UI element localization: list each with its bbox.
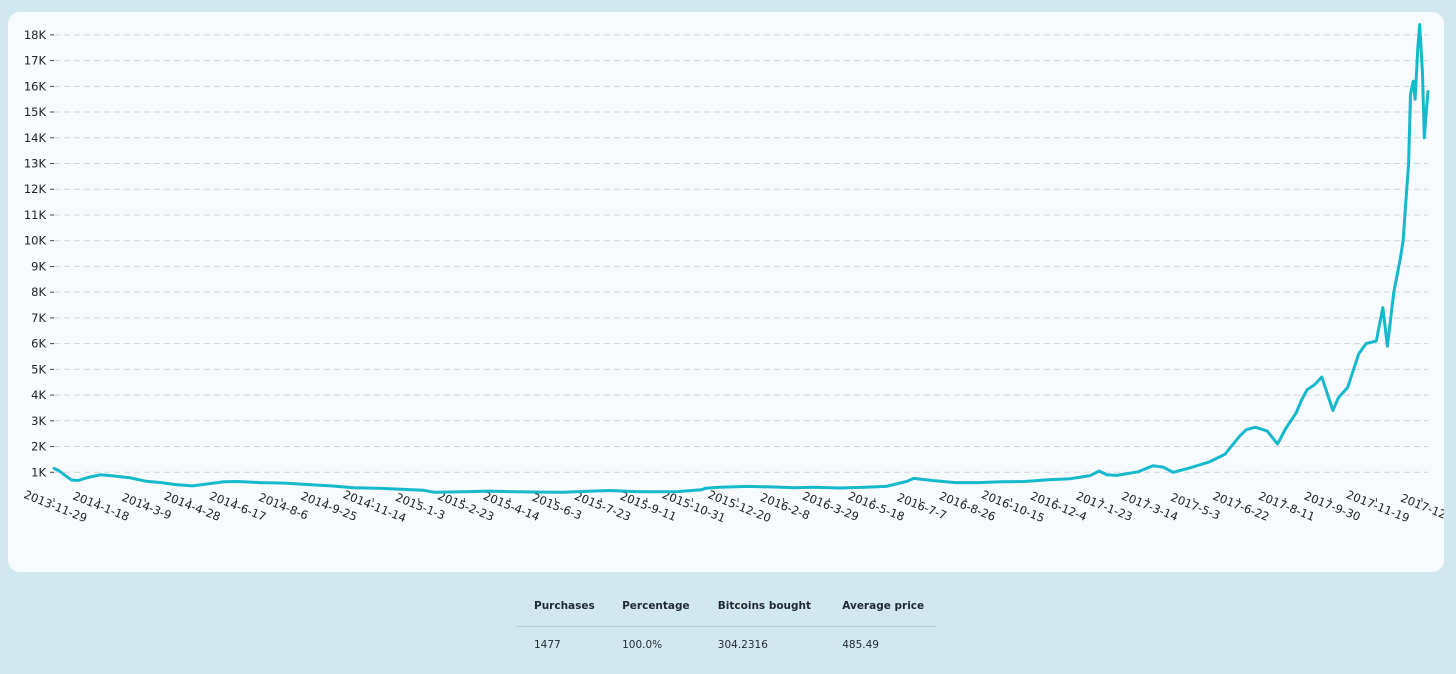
stats-header-row: Purchases Percentage Bitcoins bought Ave… xyxy=(516,592,936,627)
y-tick-label: 8K xyxy=(31,285,46,299)
y-tick-label: 16K xyxy=(24,79,47,93)
header-percentage: Percentage xyxy=(622,600,690,612)
y-tick-label: 2K xyxy=(31,440,46,454)
value-bitcoins-bought: 304.2316 xyxy=(717,639,768,651)
y-tick-label: 18K xyxy=(24,28,47,42)
stats-table: Purchases Percentage Bitcoins bought Ave… xyxy=(516,592,936,659)
header-average-price: Average price xyxy=(842,600,925,612)
value-purchases: 1477 xyxy=(534,639,561,651)
y-tick-label: 10K xyxy=(24,234,47,248)
y-tick-label: 17K xyxy=(24,54,47,68)
y-tick-label: 13K xyxy=(24,157,47,171)
y-tick-label: 3K xyxy=(31,414,46,428)
stats-value-row: 1477 100.0% 304.2316 485.49 xyxy=(516,627,936,660)
y-tick-label: 15K xyxy=(24,105,47,119)
header-purchases: Purchases xyxy=(534,600,595,612)
y-tick-label: 14K xyxy=(24,131,47,145)
y-tick-label: 7K xyxy=(31,311,46,325)
chart-card: 1K 2K 3K 4K 5K 6K 7K 8K 9K 10K 11K 12K 13K 14K 15K 16K 1… xyxy=(8,12,1444,572)
y-tick-label: 9K xyxy=(31,259,46,273)
y-tick-label: 12K xyxy=(24,182,47,196)
y-tick-label: 6K xyxy=(31,337,46,351)
value-percentage: 100.0% xyxy=(622,639,663,651)
series-line xyxy=(52,23,1430,494)
y-tick-label: 5K xyxy=(31,362,46,376)
y-tick-label: 11K xyxy=(24,208,47,222)
price-line-chart: 1K 2K 3K 4K 5K 6K 7K 8K 9K 10K 11K 12K 13K 14K 15K 16K 1… xyxy=(22,23,1444,525)
y-tick-label: 4K xyxy=(31,388,46,402)
value-average-price: 485.49 xyxy=(842,639,879,651)
header-bitcoins-bought: Bitcoins bought xyxy=(717,600,812,612)
y-tick-label: 1K xyxy=(31,465,46,479)
